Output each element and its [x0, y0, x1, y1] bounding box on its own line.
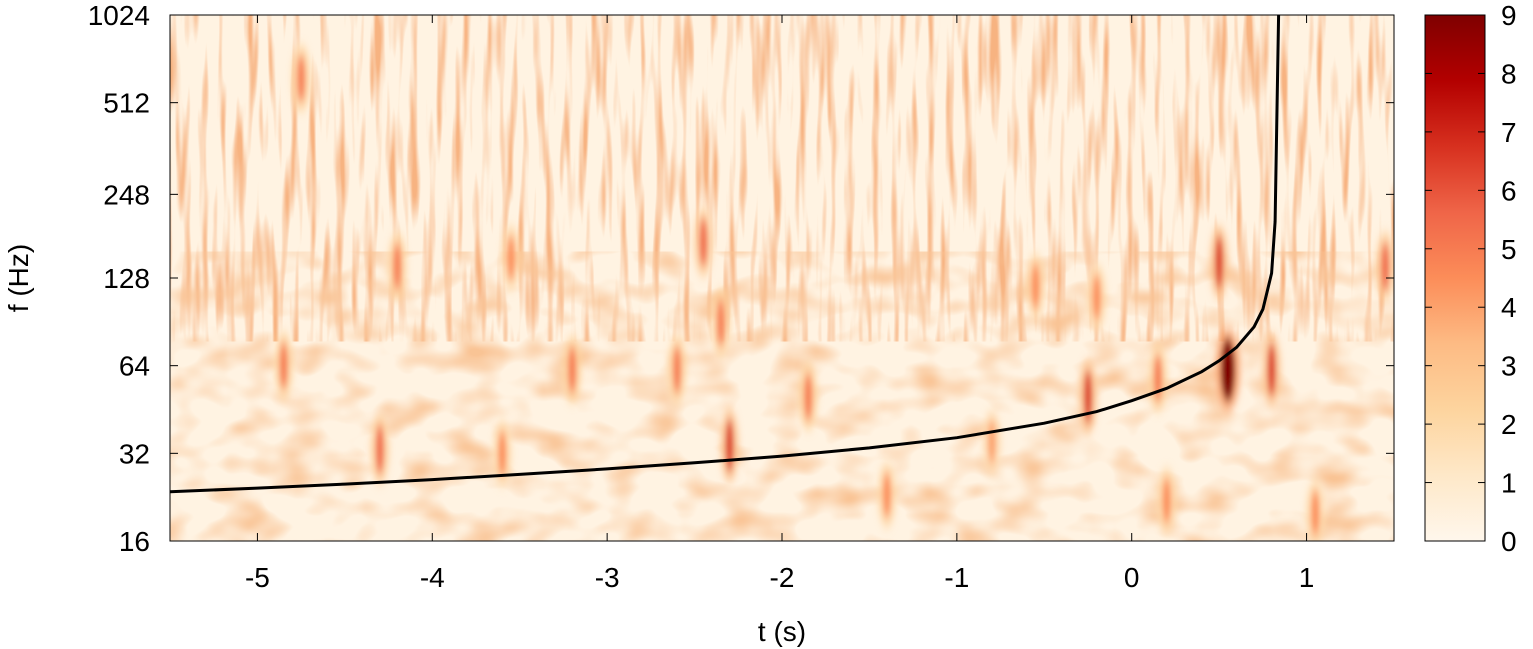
- heatmap-hotspot: [506, 234, 515, 281]
- heatmap-hotspot: [297, 54, 306, 103]
- heatmap-hotspot: [882, 472, 891, 519]
- colorbar-tick-label: 0: [1501, 526, 1517, 557]
- heatmap-hotspot: [673, 345, 682, 394]
- colorbar-tick-label: 7: [1501, 117, 1517, 148]
- heatmap-hotspot: [568, 345, 577, 394]
- heatmap-hotspot: [1162, 477, 1171, 524]
- x-tick-label: -5: [245, 562, 270, 593]
- colorbar-ticks: 0 1 2 3 4 5 6 7 8 9: [1425, 0, 1517, 557]
- colorbar-tick-label: 6: [1501, 175, 1517, 206]
- heatmap-hotspot: [699, 217, 708, 268]
- chirp-track-line: [170, 15, 1281, 494]
- x-tick-label: -3: [595, 562, 620, 593]
- y-tick-label: 248: [103, 179, 150, 210]
- y-tick-label: 16: [119, 526, 150, 557]
- heatmap-hotspot: [1220, 337, 1235, 402]
- heatmap-hotspot: [1031, 263, 1040, 310]
- heatmap-hotspot: [1381, 241, 1390, 292]
- colorbar-tick-label: 2: [1501, 409, 1517, 440]
- colorbar-tick-label: 3: [1501, 351, 1517, 382]
- x-tick-label: -1: [944, 562, 969, 593]
- y-tick-label: 64: [119, 351, 150, 382]
- heatmap-hotspot: [987, 419, 996, 464]
- x-axis-ticks: -5 -4 -3 -2 -1 0 1: [245, 15, 1314, 593]
- heatmap-hotspot: [279, 341, 288, 390]
- y-tick-label: 32: [119, 438, 150, 469]
- low-frequency-texture: [170, 251, 1394, 541]
- heatmap-hotspot: [725, 418, 734, 473]
- hotspot-group: [273, 44, 1394, 541]
- heatmap-hotspot: [1084, 369, 1092, 424]
- y-tick-label: 128: [103, 263, 150, 294]
- colorbar-gradient: [1425, 15, 1485, 541]
- colorbar-tick-label: 8: [1501, 58, 1517, 89]
- colorbar-tick-label: 4: [1501, 292, 1517, 323]
- colorbar-frame: [1424, 14, 1486, 542]
- heatmap-hotspot: [1153, 354, 1162, 403]
- heatmap-hotspot: [498, 430, 507, 477]
- colorbar-tick-label: 5: [1501, 234, 1517, 265]
- y-axis-label: f (Hz): [3, 244, 34, 312]
- colorbar-tick-label: 1: [1501, 468, 1517, 499]
- heatmap-hotspot: [716, 298, 725, 347]
- heatmap-hotspot: [1267, 342, 1276, 397]
- heatmap-hotspot: [804, 372, 813, 421]
- y-tick-label: 1024: [88, 0, 150, 31]
- x-tick-label: -2: [770, 562, 795, 593]
- y-axis-ticks: 16 32 64 128 248 512 1024: [88, 0, 1394, 557]
- x-tick-label: -4: [420, 562, 445, 593]
- heatmap-plot-area: -5 -4 -3 -2 -1 0 1 16 32 64 128 248 512 1024: [88, 0, 1395, 593]
- heatmap-hotspot: [1215, 235, 1224, 290]
- x-tick-label: 0: [1124, 562, 1140, 593]
- heatmap-hotspot: [1092, 274, 1101, 321]
- y-tick-label: 512: [103, 88, 150, 119]
- x-tick-label: 1: [1299, 562, 1315, 593]
- heatmap-hotspot: [375, 424, 384, 475]
- x-axis-label: t (s): [758, 616, 806, 647]
- heatmap-hotspot: [393, 242, 402, 291]
- heatmap-hotspot: [1311, 489, 1320, 536]
- colorbar: 0 1 2 3 4 5 6 7 8 9: [1424, 0, 1517, 557]
- colorbar-tick-label: 9: [1501, 0, 1517, 31]
